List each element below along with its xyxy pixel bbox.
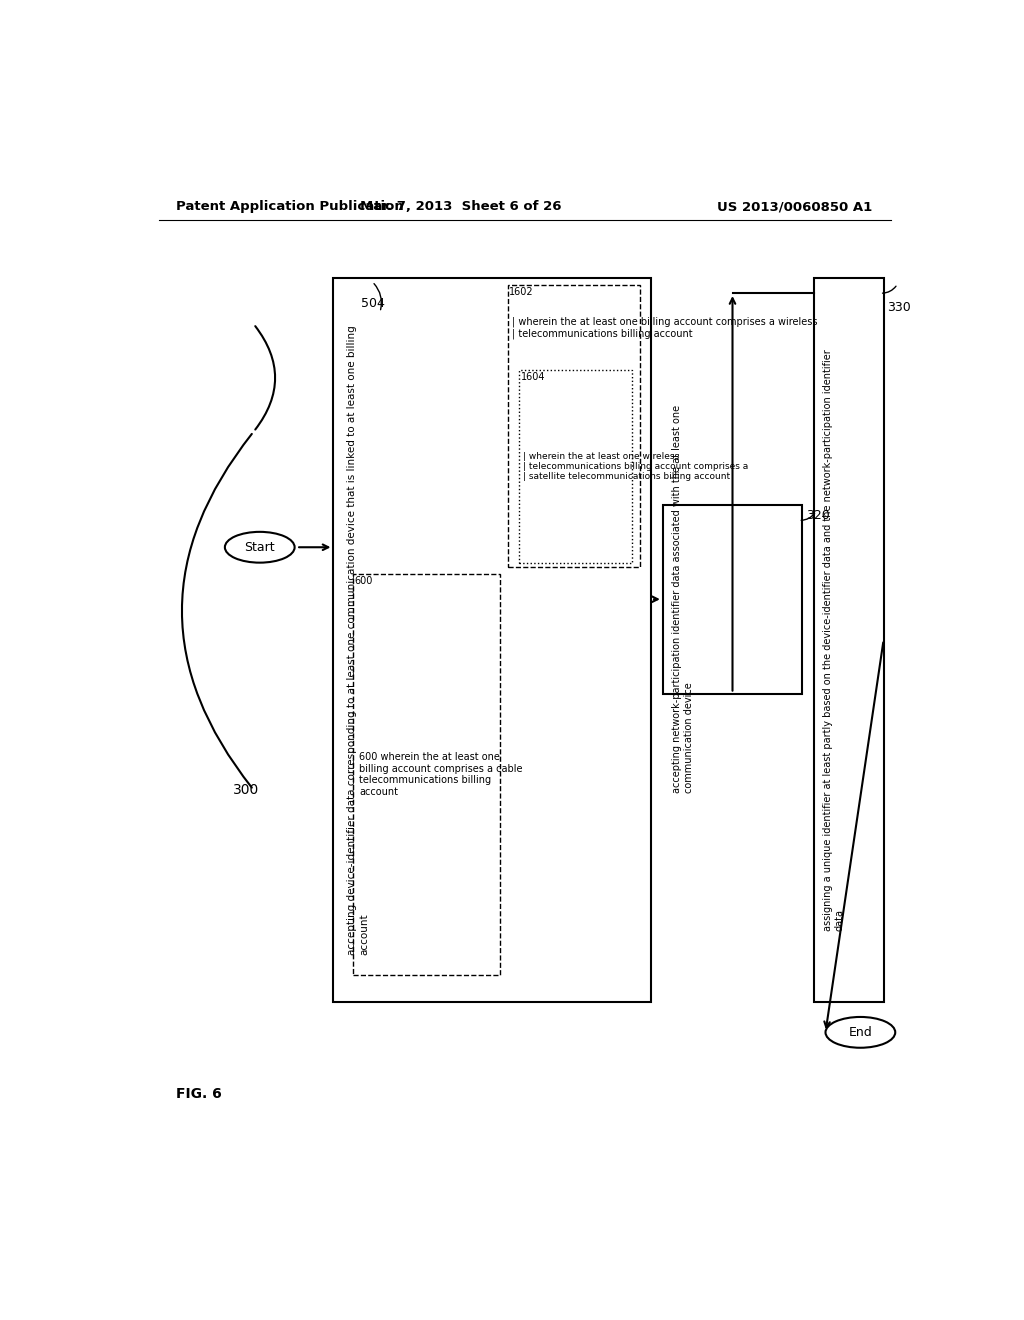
Text: Mar. 7, 2013  Sheet 6 of 26: Mar. 7, 2013 Sheet 6 of 26 bbox=[360, 201, 562, 214]
Ellipse shape bbox=[825, 1016, 895, 1048]
Text: Start: Start bbox=[245, 541, 275, 554]
Text: End: End bbox=[849, 1026, 872, 1039]
Bar bbox=[814, 277, 884, 1002]
Text: 600: 600 bbox=[354, 576, 373, 586]
Text: 320: 320 bbox=[806, 508, 829, 521]
Text: FIG. 6: FIG. 6 bbox=[176, 1086, 222, 1101]
Text: 1604: 1604 bbox=[521, 372, 546, 381]
Text: 300: 300 bbox=[232, 783, 259, 797]
Bar bbox=[334, 277, 651, 1002]
Text: assigning a unique identifier at least partly based on the device-identifier dat: assigning a unique identifier at least p… bbox=[823, 348, 845, 931]
Text: | wherein the at least one wireless
| telecommunications billing account compris: | wherein the at least one wireless | te… bbox=[523, 451, 749, 482]
Text: 1602: 1602 bbox=[509, 286, 534, 297]
Text: Patent Application Publication: Patent Application Publication bbox=[176, 201, 403, 214]
Text: accepting device-identifier data corresponding to at least one communication dev: accepting device-identifier data corresp… bbox=[347, 325, 369, 954]
Bar bbox=[508, 285, 640, 566]
Text: 504: 504 bbox=[360, 297, 384, 310]
Ellipse shape bbox=[225, 532, 295, 562]
Bar bbox=[519, 370, 632, 562]
Bar bbox=[663, 506, 802, 693]
Bar bbox=[352, 574, 500, 974]
Text: | wherein the at least one billing account comprises a wireless
| telecommunicat: | wherein the at least one billing accou… bbox=[512, 317, 817, 339]
Text: accepting network-participation identifier data associated with the at least one: accepting network-participation identifi… bbox=[672, 405, 693, 793]
Text: US 2013/0060850 A1: US 2013/0060850 A1 bbox=[717, 201, 872, 214]
Text: 600 wherein the at least one
billing account comprises a cable
telecommunication: 600 wherein the at least one billing acc… bbox=[359, 752, 522, 797]
Text: 330: 330 bbox=[888, 301, 911, 314]
